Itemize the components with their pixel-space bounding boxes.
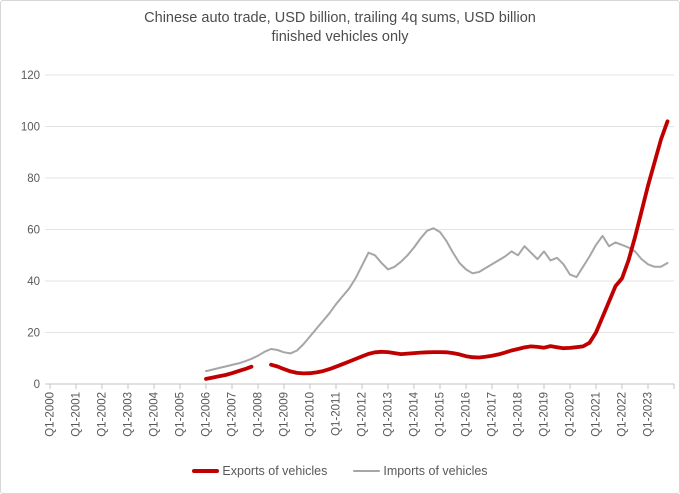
x-tick-label: Q1-2015 [435,392,447,437]
x-tick-label: Q1-2021 [591,392,603,437]
x-tick-label: Q1-2016 [461,392,473,437]
x-tick-label: Q1-2001 [71,392,83,437]
imports-line-swatch [353,470,381,472]
legend-label-exports: Exports of vehicles [222,464,328,478]
y-tick-label: 0 [34,379,40,391]
x-tick-label: Q1-2003 [123,392,135,437]
imports-line [205,227,669,373]
x-tick-label: Q1-2000 [45,392,57,437]
x-tick-label: Q1-2011 [331,392,343,436]
legend-label-imports: Imports of vehicles [383,464,488,478]
x-tick-label: Q1-2022 [617,392,629,437]
y-tick-label: 80 [27,173,40,185]
chart-legend: Exports of vehicles Imports of vehicles [0,463,680,479]
chart-title-line-1: Chinese auto trade, USD billion, trailin… [144,10,536,26]
legend-item-imports: Imports of vehicles [353,464,488,478]
exports-line [269,119,670,376]
x-tick-label: Q1-2007 [227,392,239,437]
x-tick-label: Q1-2009 [279,392,291,437]
y-tick-label: 120 [21,70,40,82]
legend-item-exports: Exports of vehicles [192,464,327,478]
y-tick-label: 60 [27,225,40,237]
x-tick-label: Q1-2008 [253,392,265,437]
x-tick-label: Q1-2004 [149,391,161,436]
x-tick-label: Q1-2017 [487,392,499,437]
exports-line-swatch [192,469,220,473]
x-tick-label: Q1-2005 [175,392,187,437]
x-tick-label: Q1-2012 [357,392,369,437]
y-tick-label: 20 [27,328,40,340]
exports-line [204,364,254,381]
x-tick-label: Q1-2018 [513,392,525,437]
chart-title-line-2: finished vehicles only [271,29,409,45]
x-tick-label: Q1-2020 [565,392,577,437]
x-tick-label: Q1-2013 [383,392,395,437]
x-tick-label: Q1-2023 [643,392,655,437]
y-tick-label: 40 [27,276,40,288]
x-tick-label: Q1-2014 [409,391,421,436]
y-tick-label: 100 [21,122,40,134]
x-tick-label: Q1-2019 [539,392,551,437]
chart-title: Chinese auto trade, USD billion, trailin… [20,9,660,47]
x-tick-label: Q1-2002 [97,392,109,437]
x-tick-label: Q1-2010 [305,392,317,437]
x-tick-label: Q1-2006 [201,392,213,437]
